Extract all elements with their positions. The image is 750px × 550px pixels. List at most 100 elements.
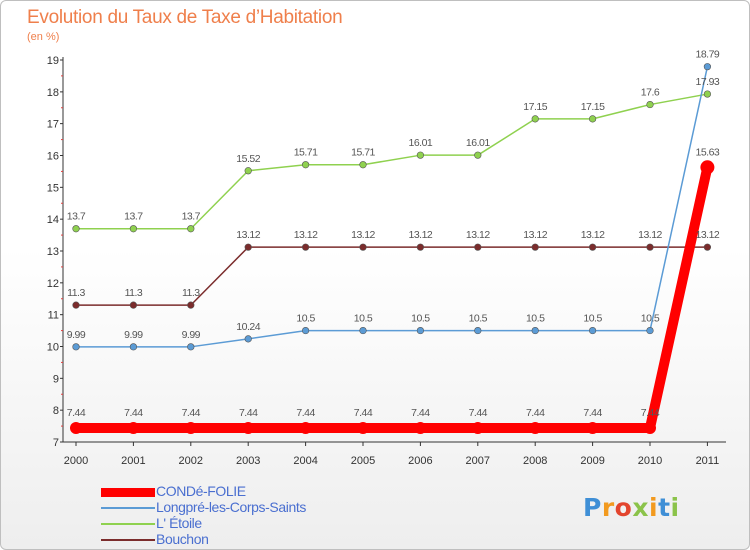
data-point: [531, 326, 539, 335]
data-point: [531, 243, 539, 251]
data-label: 7.44: [583, 407, 602, 419]
data-label: 13.12: [696, 229, 720, 241]
data-label: 13.12: [236, 229, 260, 241]
data-labels-layer: 11.3 11.3 11.3 13.12 13.12 13.12 13.12 13.12 13.…: [67, 49, 721, 419]
data-label: 13.7: [182, 211, 201, 223]
data-label: 13.7: [124, 211, 143, 223]
data-label: 10.5: [469, 313, 488, 325]
data-point: [72, 343, 80, 351]
data-point: [588, 115, 597, 123]
series-2: [72, 90, 712, 233]
logo-letter: i: [649, 493, 659, 522]
data-label: 11.3: [182, 287, 200, 299]
data-point: [529, 421, 542, 434]
x-tick-label: 2004: [293, 455, 317, 467]
data-label: 7.44: [641, 407, 660, 419]
data-label: 13.12: [466, 229, 490, 241]
data-point: [70, 421, 82, 434]
data-label: 13.12: [638, 229, 662, 241]
data-label: 10.5: [411, 313, 430, 325]
data-label: 13.12: [294, 229, 318, 241]
data-label: 17.15: [523, 101, 547, 113]
y-tick-label: 10: [47, 342, 59, 354]
data-point: [187, 343, 195, 351]
y-tick-label: 18: [47, 87, 59, 99]
series-line: [71, 162, 713, 433]
data-label: 7.44: [469, 407, 488, 419]
data-point: [302, 161, 310, 169]
data-point: [187, 225, 195, 233]
data-point: [474, 151, 482, 159]
data-point: [244, 335, 252, 343]
data-label: 18.79: [696, 49, 720, 61]
data-label: 10.5: [296, 313, 315, 325]
data-point: [700, 160, 715, 175]
y-tick-label: 7: [53, 437, 59, 449]
data-point: [72, 301, 80, 309]
data-point: [129, 225, 137, 233]
proxiti-logo: Proxiti: [583, 493, 680, 522]
legend-swatch: [101, 523, 155, 525]
x-tick-label: 2005: [351, 455, 375, 467]
y-tick-label: 19: [47, 55, 59, 67]
data-point: [416, 326, 425, 335]
data-point: [646, 100, 654, 109]
data-label: 9.99: [67, 329, 86, 341]
data-label: 7.44: [354, 407, 373, 419]
data-label: 16.01: [409, 137, 433, 149]
logo-letter: x: [632, 493, 649, 522]
y-tick-label: 15: [47, 182, 59, 194]
data-point: [703, 243, 712, 251]
data-label: 7.44: [296, 407, 315, 419]
data-label: 15.71: [351, 147, 375, 159]
series-1: [72, 63, 712, 351]
data-label: 10.5: [354, 313, 373, 325]
data-point: [531, 115, 539, 123]
data-label: 16.01: [466, 137, 490, 149]
legend-swatch: [101, 507, 155, 509]
axes: 7 8 9 10 11 12 13 14 15 16 17 18 19 2000 2001 2002 2003 2…: [47, 55, 726, 467]
x-tick-label: 2003: [236, 455, 260, 467]
y-tick-label: 13: [47, 246, 59, 258]
logo-letter: t: [658, 493, 671, 522]
data-label: 9.99: [124, 329, 143, 341]
legend-label: CONDé-FOLIE: [156, 483, 246, 499]
data-point: [302, 243, 310, 251]
data-label: 10.5: [526, 313, 545, 325]
data-label: 7.44: [411, 407, 430, 419]
data-point: [244, 167, 252, 175]
logo-letter: i: [670, 493, 680, 522]
data-point: [414, 421, 427, 434]
series-line: [75, 246, 709, 306]
data-point: [184, 421, 197, 434]
legend-swatch: [101, 539, 155, 541]
data-label: 13.12: [523, 229, 547, 241]
data-label: 15.71: [294, 147, 318, 159]
data-label: 13.12: [409, 229, 433, 241]
legend-label: L' Étoile: [156, 515, 202, 531]
data-label: 15.52: [236, 153, 260, 165]
data-point: [644, 421, 656, 434]
y-tick-label: 17: [47, 119, 59, 131]
data-point: [299, 421, 312, 434]
x-tick-label: 2006: [408, 455, 432, 467]
data-point: [646, 243, 654, 251]
x-tick-label: 2002: [179, 455, 203, 467]
data-label: 13.12: [581, 229, 605, 241]
series-line: [75, 65, 709, 348]
chart-unit: (en %): [27, 31, 60, 43]
x-tick-label: 2007: [466, 455, 490, 467]
data-point: [357, 421, 369, 434]
data-point: [359, 326, 367, 335]
x-tick-label: 2009: [580, 455, 604, 467]
x-tick-label: 2010: [638, 455, 662, 467]
data-point: [244, 243, 252, 251]
data-label: 17.93: [696, 76, 720, 88]
data-label: 13.7: [67, 211, 86, 223]
data-label: 17.6: [641, 87, 660, 99]
data-point: [127, 421, 140, 434]
data-point: [416, 151, 425, 159]
x-tick-label: 2001: [121, 455, 145, 467]
series-line: [75, 93, 709, 230]
